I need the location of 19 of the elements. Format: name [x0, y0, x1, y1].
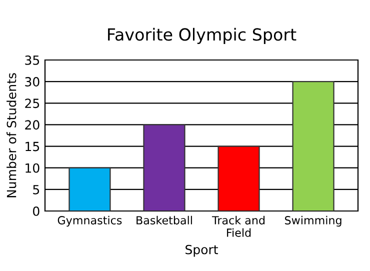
x-tick-label: Track and Field: [212, 216, 265, 237]
y-tick-label: 5: [33, 185, 40, 194]
y-tick-label: 20: [25, 120, 40, 130]
bar: [292, 81, 334, 211]
chart-title: Favorite Olympic Sport: [108, 28, 296, 44]
x-tick-label: Swimming: [284, 216, 342, 227]
y-axis-title: Number of Students: [6, 73, 16, 198]
y-tick-label: 0: [33, 206, 40, 216]
bar: [143, 124, 186, 211]
y-tick-label: 35: [25, 55, 40, 65]
y-tick-label: 10: [26, 163, 40, 173]
y-tick-label: 30: [25, 77, 40, 86]
x-tick-label: Basketball: [136, 216, 192, 224]
x-tick-label: Gymnastics: [58, 216, 122, 227]
y-tick-label: 25: [25, 98, 40, 108]
y-tick-label: 15: [26, 142, 40, 152]
bar: [68, 167, 111, 211]
bar: [218, 146, 260, 211]
x-axis-title: Sport: [186, 244, 218, 257]
